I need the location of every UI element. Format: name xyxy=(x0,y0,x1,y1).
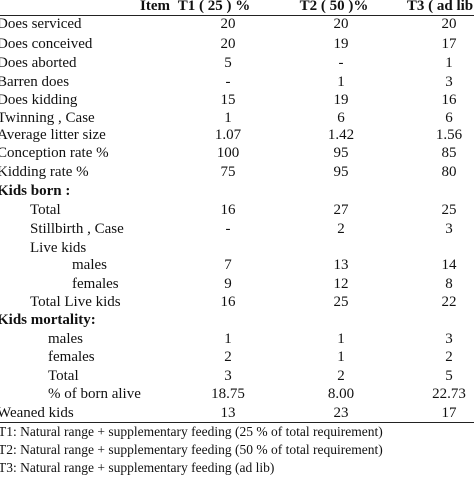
cell-value: 9 xyxy=(224,276,232,292)
cell-value: 22.73 xyxy=(432,386,466,402)
cell-value: 1 xyxy=(337,349,345,365)
cell-value: 8.00 xyxy=(327,386,355,402)
cell-value: 1 xyxy=(445,55,453,71)
cell-value: 7 xyxy=(224,257,232,273)
cell-value: 100 xyxy=(216,145,240,161)
header-rule xyxy=(0,15,474,16)
cell-value: 1 xyxy=(337,331,345,347)
row-label: Does aborted xyxy=(0,55,77,71)
cell-value: 2 xyxy=(337,221,345,237)
header-cell: T3 ( ad lib xyxy=(406,0,474,14)
row-label: Barren does xyxy=(0,74,70,90)
cell-value: 75 xyxy=(220,164,236,180)
header-cell: T2 ( 50 )% xyxy=(299,0,369,14)
cell-value: 85 xyxy=(441,145,457,161)
row-label: Total xyxy=(48,368,79,384)
cell-value: - xyxy=(338,55,344,71)
row-label: Kids born : xyxy=(0,183,71,199)
cell-value: 25 xyxy=(333,294,349,310)
cell-value: 3 xyxy=(445,221,453,237)
row-label: Does kidding xyxy=(0,92,78,108)
cell-value: 3 xyxy=(224,368,232,384)
cell-value: 8 xyxy=(445,276,453,292)
cell-value: 14 xyxy=(441,257,457,273)
row-label: Kids mortality: xyxy=(0,312,96,328)
row-label: % of born alive xyxy=(48,386,141,402)
header-cell: T1 ( 25 ) % xyxy=(177,0,251,14)
cell-value: 1.56 xyxy=(435,127,463,143)
cell-value: 16 xyxy=(220,202,236,218)
row-label: Conception rate % xyxy=(0,145,109,161)
footnote: T1: Natural range + supplementary feedin… xyxy=(0,424,383,439)
cell-value: 22 xyxy=(441,294,457,310)
cell-value: 15 xyxy=(220,92,236,108)
cell-value: 16 xyxy=(220,294,236,310)
cell-value: 20 xyxy=(441,16,457,32)
cell-value: 2 xyxy=(445,349,453,365)
cell-value: 1.42 xyxy=(327,127,355,143)
row-label: Total Live kids xyxy=(30,294,121,310)
cell-value: 19 xyxy=(333,92,349,108)
row-label: Stillbirth , Case xyxy=(30,221,124,237)
cell-value: 17 xyxy=(441,36,457,52)
footer-rule xyxy=(0,422,474,423)
cell-value: 1.07 xyxy=(214,127,242,143)
header-cell: Item xyxy=(140,0,170,14)
cell-value: 1 xyxy=(224,331,232,347)
cell-value: - xyxy=(225,74,231,90)
cell-value: 20 xyxy=(220,16,236,32)
row-label: males xyxy=(48,331,83,347)
row-label: Total xyxy=(30,202,61,218)
row-label: Weaned kids xyxy=(0,405,74,421)
row-label: Does serviced xyxy=(0,16,82,32)
cell-value: 2 xyxy=(337,368,345,384)
row-label: females xyxy=(72,276,119,292)
row-label: Kidding rate % xyxy=(0,164,89,180)
cell-value: 13 xyxy=(220,405,236,421)
cell-value: 23 xyxy=(333,405,349,421)
cell-value: 80 xyxy=(441,164,457,180)
row-label: Twinning , Case xyxy=(0,110,95,126)
footnote: T3: Natural range + supplementary feedin… xyxy=(0,460,275,475)
cell-value: 5 xyxy=(445,368,453,384)
cell-value: 12 xyxy=(333,276,349,292)
cell-value: 1 xyxy=(224,110,232,126)
cell-value: 95 xyxy=(333,145,349,161)
row-label: females xyxy=(48,349,95,365)
cell-value: 25 xyxy=(441,202,457,218)
cell-value: 19 xyxy=(333,36,349,52)
cell-value: 95 xyxy=(333,164,349,180)
cell-value: 5 xyxy=(224,55,232,71)
cell-value: 6 xyxy=(445,110,453,126)
cell-value: 1 xyxy=(337,74,345,90)
cell-value: 17 xyxy=(441,405,457,421)
row-label: Live kids xyxy=(30,240,87,256)
row-label: Average litter size xyxy=(0,127,106,143)
cell-value: 2 xyxy=(224,349,232,365)
cell-value: 13 xyxy=(333,257,349,273)
cell-value: 3 xyxy=(445,74,453,90)
footnote: T2: Natural range + supplementary feedin… xyxy=(0,442,383,457)
row-label: males xyxy=(72,257,107,273)
cell-value: 18.75 xyxy=(211,386,245,402)
cell-value: 27 xyxy=(333,202,349,218)
cell-value: 20 xyxy=(220,36,236,52)
row-label: Does conceived xyxy=(0,36,93,52)
cell-value: 3 xyxy=(445,331,453,347)
cell-value: 16 xyxy=(441,92,457,108)
cell-value: 6 xyxy=(337,110,345,126)
cell-value: - xyxy=(225,221,231,237)
cell-value: 20 xyxy=(333,16,349,32)
